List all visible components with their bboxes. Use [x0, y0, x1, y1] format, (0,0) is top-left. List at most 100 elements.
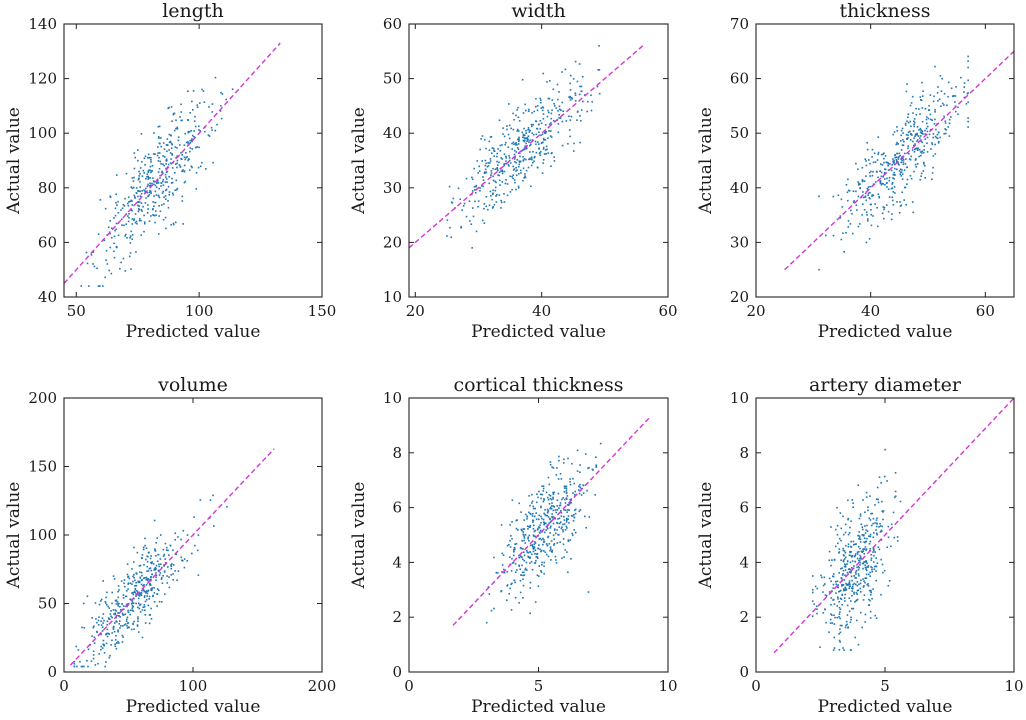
scatter-point: [921, 107, 924, 109]
scatter-point: [546, 508, 549, 511]
scatter-point: [540, 570, 542, 572]
scatter-point: [199, 499, 202, 501]
scatter-point: [540, 497, 542, 500]
scatter-point: [166, 166, 169, 168]
scatter-point: [918, 148, 921, 151]
scatter-point: [893, 159, 895, 162]
scatter-point: [501, 571, 503, 573]
scatter-point: [847, 533, 850, 536]
scatter-point: [895, 158, 898, 161]
scatter-point: [149, 557, 152, 560]
scatter-point: [877, 225, 879, 228]
scatter-point: [176, 166, 178, 169]
scatter-point: [140, 234, 143, 236]
scatter-point: [511, 175, 513, 178]
scatter-point: [535, 133, 538, 136]
scatter-point: [578, 63, 581, 65]
scatter-point: [864, 566, 867, 569]
scatter-point: [841, 624, 843, 627]
scatter-point: [877, 501, 880, 504]
scatter-point: [511, 537, 513, 540]
scatter-point: [557, 110, 559, 112]
scatter-point: [157, 553, 160, 556]
scatter-point: [850, 520, 852, 523]
scatter-point: [139, 167, 142, 169]
scatter-point: [841, 593, 844, 596]
scatter-point: [158, 565, 160, 568]
scatter-point: [113, 235, 116, 238]
scatter-point: [513, 168, 516, 170]
scatter-point: [477, 205, 479, 208]
scatter-point: [833, 558, 836, 561]
scatter-point: [128, 216, 130, 219]
scatter-point: [147, 590, 149, 593]
scatter-point: [531, 125, 533, 128]
scatter-point: [878, 476, 881, 479]
scatter-point: [475, 185, 477, 188]
scatter-point: [131, 218, 134, 220]
scatter-point: [191, 166, 193, 169]
scatter-point: [132, 561, 135, 563]
scatter-point: [523, 537, 526, 539]
scatter-point: [189, 147, 192, 149]
scatter-point: [578, 492, 581, 495]
scatter-point: [127, 196, 130, 199]
scatter-point: [855, 599, 858, 602]
scatter-point: [535, 105, 537, 108]
scatter-point: [143, 157, 146, 160]
scatter-point: [509, 162, 512, 164]
scatter-point: [523, 137, 526, 139]
scatter-point: [866, 187, 869, 190]
scatter-point: [165, 163, 167, 165]
scatter-point: [855, 573, 857, 575]
scatter-point: [501, 144, 503, 146]
scatter-point: [934, 143, 936, 146]
scatter-point: [133, 620, 135, 623]
scatter-point: [857, 484, 860, 487]
scatter-point: [145, 197, 147, 199]
scatter-point: [922, 90, 924, 93]
scatter-point: [115, 616, 117, 619]
scatter-point: [130, 603, 133, 605]
scatter-point: [880, 171, 883, 174]
scatter-point: [536, 105, 539, 107]
scatter-point: [535, 559, 537, 562]
scatter-point: [892, 160, 894, 163]
scatter-point: [538, 526, 540, 528]
scatter-point: [572, 492, 574, 494]
scatter-point: [73, 663, 76, 665]
scatter-point: [187, 159, 189, 162]
x-tick-label: 10: [658, 677, 677, 695]
scatter-point: [864, 581, 866, 584]
scatter-point: [126, 624, 128, 627]
scatter-point: [889, 163, 891, 165]
scatter-point: [493, 607, 495, 610]
scatter-point: [861, 551, 863, 553]
scatter-point: [544, 149, 547, 151]
scatter-point: [865, 540, 867, 543]
scatter-point: [858, 566, 861, 569]
scatter-point: [887, 525, 890, 528]
scatter-point: [165, 546, 168, 549]
scatter-point: [887, 169, 890, 171]
scatter-point: [842, 549, 845, 552]
scatter-point: [855, 591, 858, 594]
scatter-point: [137, 602, 140, 605]
scatter-point: [157, 160, 160, 162]
scatter-point: [528, 131, 531, 133]
scatter-point: [919, 135, 922, 137]
scatter-point: [170, 182, 173, 184]
scatter-point: [214, 76, 217, 79]
scatter-point: [107, 605, 110, 608]
scatter-point: [132, 591, 134, 594]
scatter-point: [480, 138, 482, 140]
scatter-point: [859, 564, 861, 566]
y-tick-label: 10: [383, 288, 402, 306]
scatter-point: [887, 584, 890, 587]
scatter-point: [111, 639, 113, 642]
scatter-point: [886, 546, 889, 549]
scatter-point: [887, 164, 889, 167]
scatter-point: [861, 203, 864, 205]
scatter-point: [541, 493, 544, 496]
scatter-point: [543, 512, 545, 515]
